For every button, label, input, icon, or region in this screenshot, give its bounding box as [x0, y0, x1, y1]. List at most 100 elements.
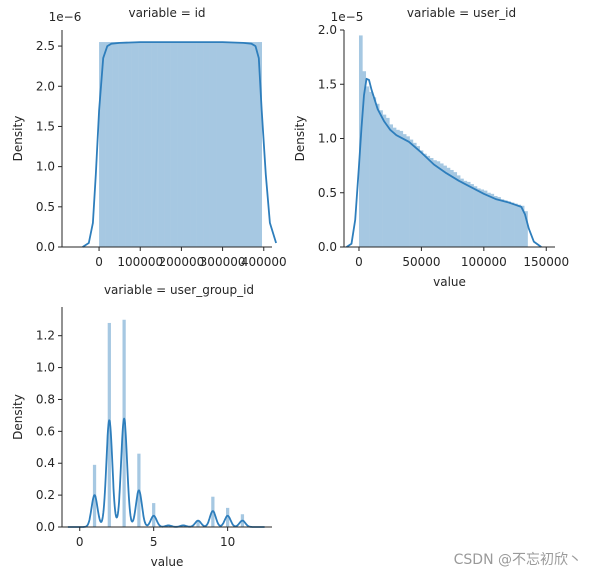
histogram-bar	[456, 175, 461, 247]
histogram-bar	[429, 158, 434, 247]
histogram-bar	[160, 42, 165, 247]
histogram-bar	[514, 203, 518, 247]
histogram-bar	[248, 42, 253, 247]
histogram-bar	[102, 42, 106, 247]
x-axis-label: value	[433, 275, 466, 289]
histogram-bar	[412, 142, 417, 247]
facet-user-id: 0.0 0.5 1.0 1.5 2.0 0 50000 100000 150000 1e−5 var…	[293, 6, 569, 289]
kde-line	[67, 417, 266, 528]
histogram-bar	[167, 42, 171, 247]
histogram-bar	[385, 117, 390, 247]
histogram-bar	[480, 189, 485, 247]
histogram-bar	[524, 211, 528, 247]
histogram-bar	[212, 42, 217, 247]
histogram-bar	[222, 42, 227, 247]
histogram-bar	[170, 42, 175, 247]
histogram-bar	[219, 42, 223, 247]
offset-label: 1e−6	[49, 10, 82, 24]
histogram-bar	[258, 42, 263, 247]
x-tick-label: 100000	[117, 255, 163, 269]
x-tick-label: 400000	[241, 255, 287, 269]
histogram-bar	[209, 42, 214, 247]
histogram-bar	[443, 165, 447, 247]
x-tick-label: 150000	[523, 255, 569, 269]
histogram-bar	[497, 197, 501, 247]
histogram-bar	[196, 42, 201, 247]
y-tick-label: 2.5	[36, 39, 55, 53]
histogram-bar	[206, 42, 210, 247]
histogram-bar	[199, 42, 204, 247]
x-tick-label: 50000	[402, 255, 440, 269]
histogram-bar	[416, 146, 420, 247]
histogram-bar	[520, 205, 525, 247]
y-tick-label: 0.5	[36, 200, 55, 214]
x-tick-label: 0	[95, 255, 103, 269]
histogram-bar	[193, 42, 197, 247]
histogram-bar	[225, 42, 230, 247]
histogram-bar	[487, 192, 491, 247]
facet-id: 0.0 0.5 1.0 1.5 2.0 2.5 0 100000200000300000400…	[11, 6, 287, 269]
histogram-bar	[154, 42, 158, 247]
histogram-bar	[409, 139, 414, 247]
histogram-bar	[362, 71, 367, 247]
histogram-bar	[157, 42, 162, 247]
histogram-bar	[125, 42, 129, 247]
histogram-bar	[510, 202, 515, 247]
histogram-bar	[419, 150, 424, 247]
histogram-bar	[399, 130, 404, 247]
histogram-bar	[164, 42, 168, 247]
x-tick-label: 10	[220, 535, 235, 549]
histogram-bar	[382, 114, 387, 247]
y-tick-label: 1.2	[36, 329, 55, 343]
histogram-bar	[131, 42, 136, 247]
histogram-bar	[439, 163, 444, 247]
offset-label: 1e−5	[331, 10, 364, 24]
y-tick-label: 1.5	[318, 77, 337, 91]
y-tick-label: 0.5	[318, 186, 337, 200]
histogram-bar	[180, 42, 184, 247]
histogram-bar	[235, 42, 240, 247]
y-tick-label: 1.5	[36, 119, 55, 133]
histogram-bar	[147, 42, 152, 247]
histogram-bar	[183, 42, 188, 247]
y-tick-label: 1.0	[36, 361, 55, 375]
histogram-bar	[134, 42, 139, 247]
histogram-bar	[423, 153, 427, 247]
y-axis-label: Density	[11, 116, 25, 162]
histogram-bar	[473, 186, 478, 247]
histogram-bar	[186, 42, 191, 247]
y-tick-label: 2.0	[36, 79, 55, 93]
histogram-bar	[115, 42, 119, 247]
x-tick-label: 0	[76, 535, 84, 549]
x-axis-label: value	[151, 555, 184, 569]
histogram-bar	[112, 42, 116, 247]
y-tick-label: 0.2	[36, 488, 55, 502]
histogram-bar	[500, 199, 505, 247]
y-axis-label: Density	[11, 394, 25, 440]
kde-line	[82, 41, 277, 248]
histogram-bar	[490, 193, 495, 247]
histogram-bar	[238, 42, 243, 247]
histogram-bar	[375, 103, 380, 247]
histogram-bar	[470, 184, 474, 247]
histogram-bar	[216, 42, 220, 247]
histogram-bar	[396, 129, 400, 247]
histogram-bar	[203, 42, 207, 247]
histogram-bar	[108, 42, 113, 247]
histogram-bar	[372, 97, 377, 248]
histogram-bar	[99, 42, 103, 247]
histogram-bar	[446, 167, 451, 247]
histogram-bar	[118, 42, 123, 247]
histogram-bar	[229, 42, 233, 247]
y-tick-label: 1.0	[36, 160, 55, 174]
histogram-bar	[365, 86, 370, 247]
histogram-bar	[245, 42, 249, 247]
histogram-bar	[389, 124, 393, 247]
x-tick-label: 0	[355, 255, 363, 269]
histogram-bar	[128, 42, 132, 247]
histogram-bar	[483, 190, 488, 247]
y-tick-label: 0.4	[36, 456, 55, 470]
histogram-bar	[503, 200, 508, 247]
histogram-bar	[138, 42, 142, 247]
